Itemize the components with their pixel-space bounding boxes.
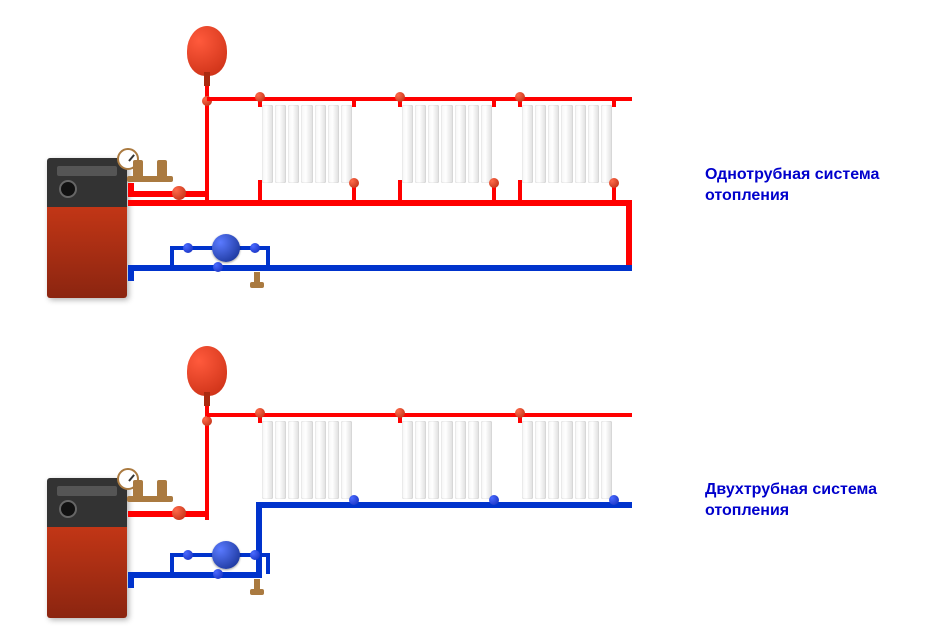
supply-bus <box>207 413 632 417</box>
rad1-valve-out-icon <box>349 495 359 505</box>
pump-bypass-r <box>266 553 270 574</box>
pump-valve-r-icon <box>250 243 260 253</box>
boiler-out-pipe <box>128 183 134 191</box>
supply-valve-icon <box>172 506 186 520</box>
pump-valve-l-icon <box>183 243 193 253</box>
return-bus-upper <box>256 502 632 508</box>
radiator-icon <box>262 105 352 183</box>
return-bus-lower <box>128 572 262 578</box>
pump-icon <box>212 541 240 569</box>
rad1-valve-in-icon <box>255 92 265 102</box>
rad1-out <box>258 180 262 202</box>
pump-bypass-l <box>170 553 174 574</box>
rad3-out-end <box>626 502 630 508</box>
expansion-tank-icon <box>187 346 227 406</box>
radiator-icon <box>402 421 492 499</box>
rad3-valve-out-icon <box>609 178 619 188</box>
rad2-valve-in-icon <box>395 408 405 418</box>
label-single: Однотрубная система отопления <box>705 165 879 207</box>
rad3-out <box>518 180 522 202</box>
pump-bypass-l <box>170 246 174 267</box>
pump-valve-l-icon <box>183 550 193 560</box>
rad3-valve-in-icon <box>515 92 525 102</box>
tank-valve-icon <box>202 416 212 426</box>
rad3-valve-in-icon <box>515 408 525 418</box>
radiator-icon <box>522 105 612 183</box>
supply-valve-icon <box>172 186 186 200</box>
rad3-in2 <box>612 97 616 107</box>
rad3-valve-out-icon <box>609 495 619 505</box>
rad2-valve-out-icon <box>489 178 499 188</box>
pump-bypass-r <box>266 246 270 267</box>
safety-group-icon <box>127 478 173 508</box>
return-drop <box>626 200 632 268</box>
radiator-icon <box>402 105 492 183</box>
drain-valve-icon <box>254 272 260 286</box>
supply-bus <box>207 97 632 101</box>
boiler-return-drop <box>128 265 134 281</box>
return-valve-icon <box>213 569 223 579</box>
drain-valve-icon <box>254 579 260 593</box>
label-double: Двухтрубная система отопления <box>705 480 877 522</box>
radiator-icon <box>522 421 612 499</box>
rad2-in2 <box>492 97 496 107</box>
return-bus <box>128 265 632 271</box>
rad1-in2 <box>352 97 356 107</box>
lower-supply-bus <box>128 200 632 206</box>
boiler-return-drop <box>128 572 134 588</box>
pump-valve-r-icon <box>250 550 260 560</box>
rad2-valve-in-icon <box>395 92 405 102</box>
return-valve-icon <box>213 262 223 272</box>
rad1-valve-in-icon <box>255 408 265 418</box>
boiler-icon <box>47 158 127 298</box>
return-drop-l <box>256 502 262 572</box>
rad2-valve-out-icon <box>489 495 499 505</box>
rad2-out <box>398 180 402 202</box>
supply-header <box>128 511 208 517</box>
radiator-icon <box>262 421 352 499</box>
pump-icon <box>212 234 240 262</box>
expansion-tank-icon <box>187 26 227 86</box>
boiler-icon <box>47 478 127 618</box>
rad1-valve-out-icon <box>349 178 359 188</box>
supply-header <box>128 191 208 197</box>
